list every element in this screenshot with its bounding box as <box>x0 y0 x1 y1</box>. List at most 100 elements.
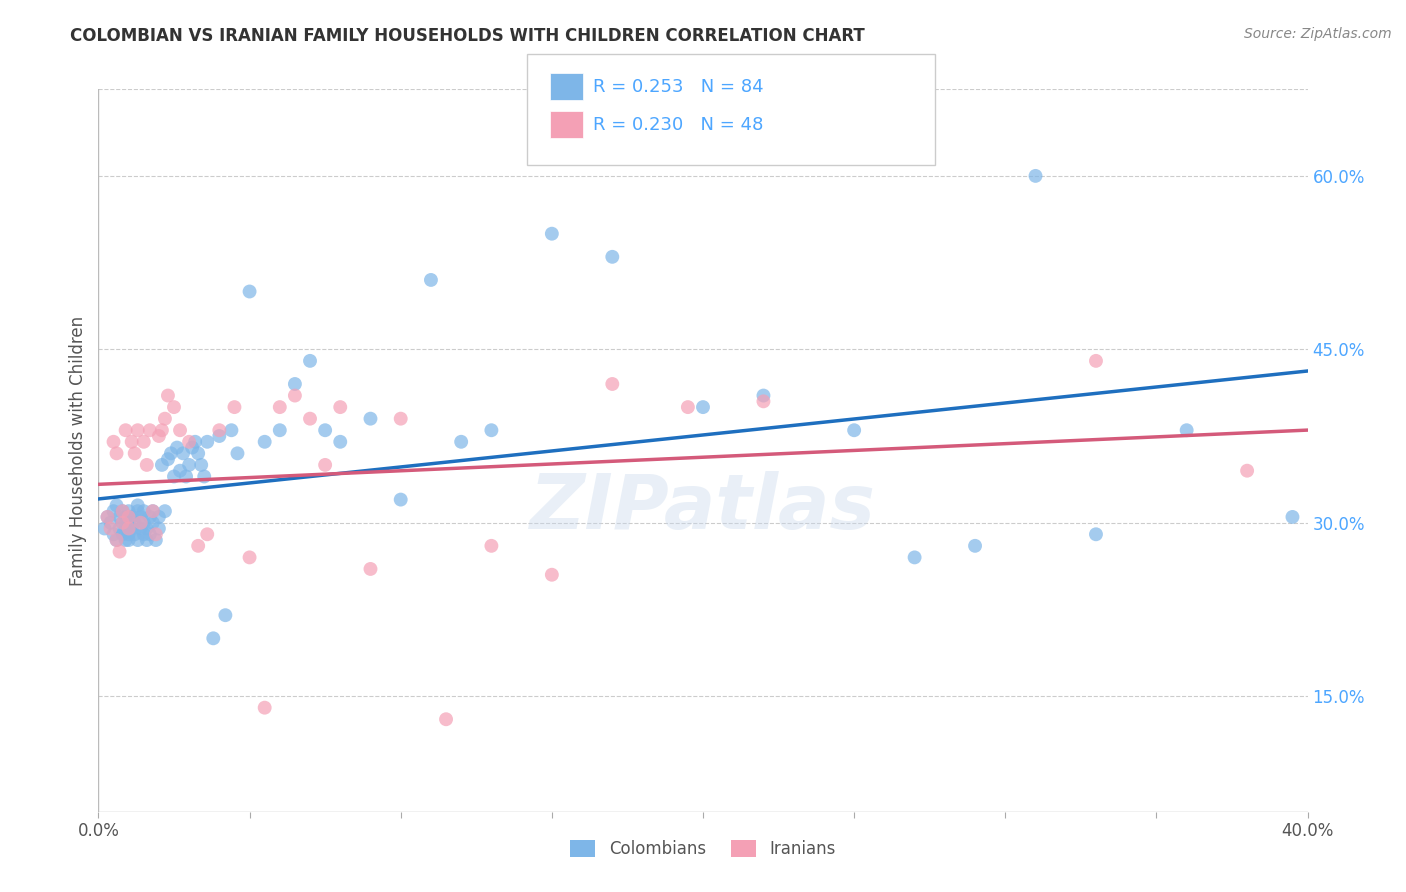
Point <box>150 458 173 472</box>
Point <box>132 504 155 518</box>
Point <box>132 527 155 541</box>
Point <box>121 434 143 449</box>
Point <box>93 521 115 535</box>
Point <box>224 400 246 414</box>
Point <box>420 273 443 287</box>
Point <box>179 434 201 449</box>
Point <box>965 539 987 553</box>
Point <box>329 400 352 414</box>
Point <box>692 400 714 414</box>
Point <box>142 516 165 530</box>
Point <box>156 452 179 467</box>
Point <box>253 700 276 714</box>
Point <box>142 504 165 518</box>
Point <box>752 388 775 402</box>
Point <box>114 423 136 437</box>
Point <box>226 446 249 460</box>
Point <box>139 510 162 524</box>
Point <box>103 434 125 449</box>
Point <box>114 510 136 524</box>
Point <box>540 227 562 241</box>
Point <box>904 550 927 565</box>
Point <box>169 464 191 478</box>
Point <box>124 446 146 460</box>
Point <box>114 533 136 547</box>
Point <box>148 510 170 524</box>
Point <box>111 527 134 541</box>
Point <box>239 550 262 565</box>
Point <box>602 250 624 264</box>
Point <box>195 434 218 449</box>
Point <box>148 521 170 535</box>
Point <box>105 533 128 547</box>
Point <box>602 376 624 391</box>
Point <box>434 712 457 726</box>
Point <box>253 434 276 449</box>
Point <box>450 434 472 449</box>
Text: ZIPatlas: ZIPatlas <box>530 471 876 545</box>
Point <box>156 388 179 402</box>
Point <box>360 562 382 576</box>
Point <box>269 400 291 414</box>
Point <box>208 423 231 437</box>
Point <box>202 632 225 646</box>
Point <box>132 434 155 449</box>
Text: COLOMBIAN VS IRANIAN FAMILY HOUSEHOLDS WITH CHILDREN CORRELATION CHART: COLOMBIAN VS IRANIAN FAMILY HOUSEHOLDS W… <box>70 27 865 45</box>
Point <box>221 423 243 437</box>
Point <box>190 458 212 472</box>
Point <box>1175 423 1198 437</box>
Point <box>752 394 775 409</box>
Point <box>540 567 562 582</box>
Point <box>153 504 176 518</box>
Point <box>360 411 382 425</box>
Point <box>111 504 134 518</box>
Point <box>111 516 134 530</box>
Point <box>166 441 188 455</box>
Point <box>1236 464 1258 478</box>
Point <box>187 446 209 460</box>
Point <box>172 446 194 460</box>
Legend: Colombians, Iranians: Colombians, Iranians <box>564 833 842 865</box>
Point <box>153 411 176 425</box>
Point <box>118 510 141 524</box>
Point <box>208 429 231 443</box>
Point <box>121 521 143 535</box>
Point <box>129 510 152 524</box>
Point <box>284 388 307 402</box>
Point <box>127 499 149 513</box>
Point <box>148 429 170 443</box>
Point <box>105 446 128 460</box>
Point <box>124 527 146 541</box>
Point <box>118 533 141 547</box>
Text: R = 0.253   N = 84: R = 0.253 N = 84 <box>593 78 763 95</box>
Point <box>187 539 209 553</box>
Point <box>118 527 141 541</box>
Point <box>129 516 152 530</box>
Point <box>181 441 204 455</box>
Point <box>96 510 118 524</box>
Point <box>299 411 322 425</box>
Text: R = 0.230   N = 48: R = 0.230 N = 48 <box>593 116 763 134</box>
Point <box>1085 354 1108 368</box>
Text: Source: ZipAtlas.com: Source: ZipAtlas.com <box>1244 27 1392 41</box>
Point <box>100 516 122 530</box>
Point <box>145 533 167 547</box>
Point <box>132 516 155 530</box>
Point <box>114 521 136 535</box>
Point <box>135 521 157 535</box>
Point <box>169 423 191 437</box>
Point <box>111 516 134 530</box>
Point <box>127 423 149 437</box>
Point <box>118 504 141 518</box>
Point <box>163 400 186 414</box>
Point <box>329 434 352 449</box>
Point <box>481 423 503 437</box>
Point <box>150 423 173 437</box>
Point <box>103 527 125 541</box>
Point <box>118 521 141 535</box>
Point <box>118 516 141 530</box>
Point <box>195 527 218 541</box>
Point <box>139 423 162 437</box>
Point <box>676 400 699 414</box>
Y-axis label: Family Households with Children: Family Households with Children <box>69 316 87 585</box>
